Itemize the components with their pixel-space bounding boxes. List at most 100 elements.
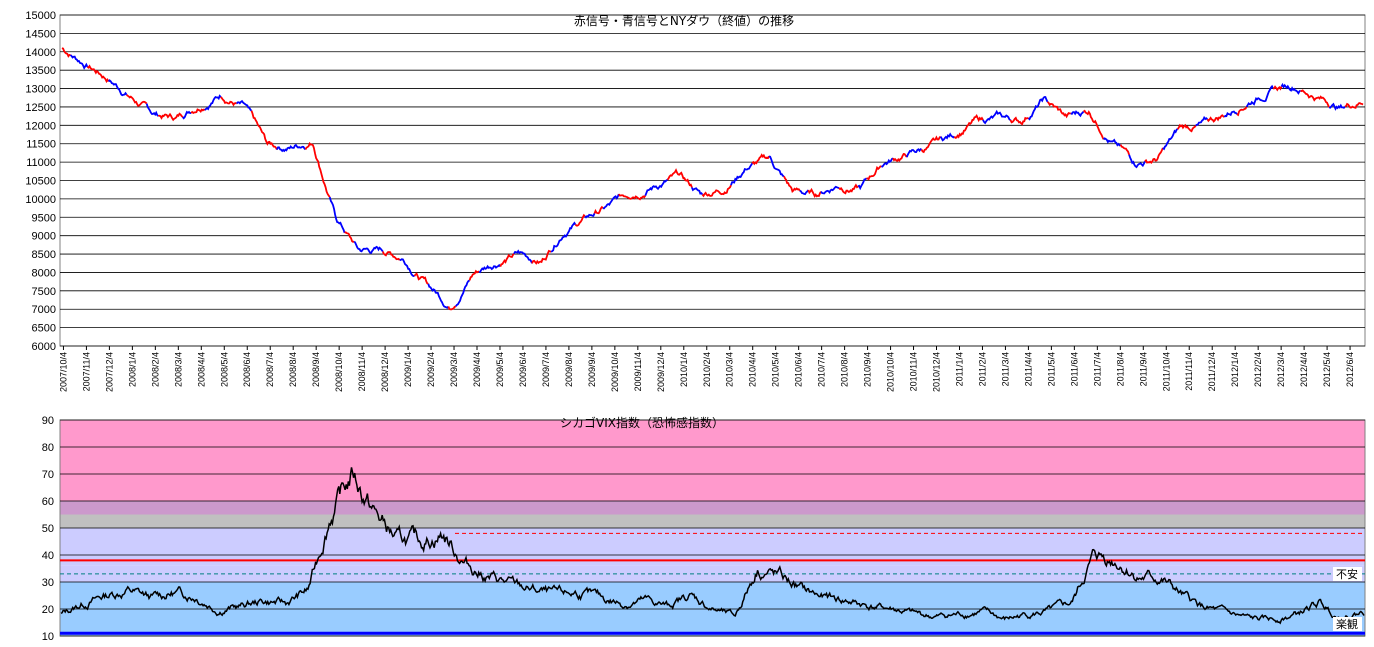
- blue-signal-segment: [1195, 115, 1209, 127]
- blue-signal-segment: [1027, 96, 1049, 121]
- blue-signal-segment: [857, 177, 868, 191]
- dow-x-tick-label: 2009/6/4: [518, 352, 528, 387]
- dow-x-tick-label: 2008/12/4: [380, 352, 390, 392]
- dow-y-tick-label: 12000: [25, 120, 56, 132]
- dow-x-tick-label: 2009/1/4: [403, 352, 413, 387]
- dow-x-tick-label: 2009/5/4: [495, 352, 505, 387]
- blue-signal-segment: [730, 162, 753, 186]
- red-signal-segment: [86, 64, 110, 84]
- dow-x-tick-label: 2007/10/4: [58, 352, 68, 392]
- blue-signal-segment: [236, 99, 253, 112]
- dow-x-tick-label: 2011/4/4: [1023, 352, 1033, 386]
- dow-y-tick-label: 9000: [32, 231, 56, 243]
- blue-signal-segment: [276, 143, 307, 153]
- vix-line: [60, 467, 1365, 625]
- dow-x-tick-label: 2009/9/4: [587, 352, 597, 387]
- blue-signal-segment: [644, 179, 668, 197]
- dow-x-tick-label: 2008/2/4: [150, 352, 160, 387]
- dow-chart-title: 赤信号・青信号とNYダウ（終値）の推移: [574, 13, 794, 28]
- vix-zone-band: [60, 420, 1365, 501]
- dow-x-tick-label: 2009/4/4: [472, 352, 482, 387]
- red-signal-segment: [751, 153, 770, 166]
- blue-signal-segment: [107, 79, 128, 97]
- dow-x-tick-label: 2010/2/4: [702, 352, 712, 387]
- dow-x-tick-label: 2011/8/4: [1115, 352, 1125, 386]
- red-signal-segment: [1236, 106, 1248, 117]
- blue-signal-segment: [1162, 128, 1178, 151]
- red-signal-segment: [1083, 109, 1105, 140]
- red-signal-segment: [1119, 144, 1130, 155]
- dow-x-tick-label: 2012/2/4: [1253, 352, 1263, 387]
- dow-x-tick-label: 2010/4/4: [748, 352, 758, 387]
- dow-x-tick-label: 2008/8/4: [288, 352, 298, 387]
- red-signal-segment: [1046, 101, 1071, 119]
- dow-x-tick-label: 2010/1/4: [679, 352, 689, 387]
- red-signal-segment: [125, 94, 148, 108]
- red-signal-segment: [866, 165, 882, 181]
- blue-signal-segment: [768, 155, 785, 178]
- red-signal-segment: [783, 175, 801, 194]
- blue-signal-segment: [602, 193, 620, 210]
- blue-signal-segment: [182, 110, 192, 120]
- blue-signal-segment: [1328, 102, 1346, 111]
- dow-x-tick-label: 2008/10/4: [334, 352, 344, 392]
- red-signal-segment: [838, 183, 859, 195]
- red-signal-segment: [190, 108, 206, 114]
- dow-x-tick-label: 2012/4/4: [1299, 352, 1309, 387]
- vix-y-tick-label: 20: [42, 604, 54, 616]
- red-signal-segment: [1176, 123, 1197, 133]
- red-signal-segment: [1206, 114, 1225, 123]
- dow-y-tick-label: 8500: [32, 249, 56, 261]
- dow-y-tick-label: 13500: [25, 65, 56, 77]
- dow-x-tick-label: 2012/6/4: [1345, 352, 1355, 387]
- dow-x-tick-label: 2010/10/4: [886, 352, 896, 392]
- dow-x-tick-label: 2010/12/4: [932, 352, 942, 392]
- red-signal-segment: [666, 168, 693, 188]
- dow-x-tick-label: 2012/5/4: [1322, 352, 1332, 387]
- vix-y-tick-label: 90: [42, 415, 54, 427]
- blue-signal-segment: [1128, 154, 1146, 169]
- blue-signal-segment: [1280, 82, 1302, 95]
- dow-y-tick-label: 15000: [25, 10, 56, 22]
- dow-x-tick-label: 2009/3/4: [449, 352, 459, 387]
- red-signal-segment: [499, 253, 515, 267]
- dow-chart: 赤信号・青信号とNYダウ（終値）の推移 6000 6500 7000 7500 8000…: [25, 10, 1366, 392]
- red-signal-segment: [1009, 116, 1029, 126]
- blue-signal-segment: [691, 187, 704, 196]
- dow-x-tick-label: 2010/9/4: [863, 352, 873, 387]
- dow-x-tick-label: 2009/8/4: [564, 352, 574, 387]
- dow-x-tick-label: 2010/8/4: [840, 352, 850, 387]
- vix-y-tick-label: 60: [42, 496, 54, 508]
- dow-x-tick-label: 2008/1/4: [127, 352, 137, 387]
- dow-x-tick-label: 2007/11/4: [81, 352, 91, 391]
- blue-signal-segment: [939, 132, 955, 142]
- blue-signal-segment: [478, 263, 502, 274]
- dow-x-tick-label: 2008/3/4: [173, 352, 183, 387]
- dow-x-tick-label: 2011/7/4: [1092, 352, 1102, 386]
- dow-x-tick-label: 2008/9/4: [311, 352, 321, 387]
- dow-x-tick-label: 2011/12/4: [1207, 352, 1217, 391]
- blue-signal-segment: [69, 54, 89, 70]
- vix-y-tick-label: 10: [42, 631, 54, 643]
- red-signal-segment: [531, 249, 552, 265]
- blue-signal-segment: [204, 94, 222, 111]
- vix-y-tick-label: 30: [42, 577, 54, 589]
- blue-signal-segment: [1245, 84, 1274, 108]
- vix-chart-title: シカゴVIX指数（恐怖感指数）: [560, 415, 724, 430]
- red-signal-segment: [304, 141, 331, 198]
- red-signal-segment: [920, 135, 942, 154]
- vix-y-tick-label: 80: [42, 442, 54, 454]
- blue-signal-segment: [550, 221, 577, 253]
- red-signal-segment: [381, 251, 401, 261]
- dow-y-tick-label: 9500: [32, 212, 56, 224]
- dow-x-tick-label: 2008/6/4: [242, 352, 252, 387]
- dow-x-tick-label: 2011/6/4: [1069, 352, 1079, 386]
- blue-signal-segment: [1070, 110, 1085, 118]
- dow-y-tick-label: 14000: [25, 47, 56, 59]
- anxiety-zone-label-bg: [1333, 567, 1362, 581]
- anxiety-zone-label: 不安: [1336, 567, 1358, 581]
- blue-signal-segment: [513, 249, 533, 264]
- blue-signal-segment: [584, 213, 596, 219]
- blue-signal-segment: [799, 189, 810, 196]
- red-signal-segment: [1144, 147, 1164, 165]
